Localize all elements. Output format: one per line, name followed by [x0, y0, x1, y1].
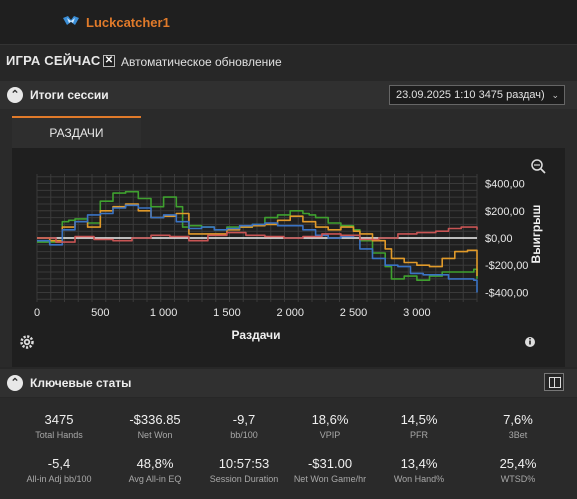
key-stats-grid: 3475 Total Hands -$336.85 Net Won -9,7 bb/100… — [0, 398, 577, 499]
x-tick-label: 2 000 — [276, 307, 304, 319]
y-tick-label: -$400,00 — [485, 287, 528, 299]
zoom-icon[interactable] — [531, 159, 546, 174]
key-stats-header: ⌃ Ключевые статы — [0, 369, 577, 397]
stat-label: VPIP — [319, 430, 341, 440]
x-tick-label: 3 000 — [403, 307, 431, 319]
session-summary-title: Итоги сессии — [30, 88, 109, 102]
chevron-down-icon: ⌄ — [551, 90, 559, 100]
x-tick-label: 0 — [34, 307, 40, 319]
layout-toggle-icon[interactable] — [544, 373, 564, 391]
stat-item: 14,5% PFR — [371, 412, 467, 440]
winnings-graph: $400,00 $200,00 $0,00 -$200,00 -$400,00 0 500… — [20, 159, 546, 349]
stat-label: PFR — [410, 430, 428, 440]
stat-item: 18,6% VPIP — [282, 412, 378, 440]
y-axis-label: Выигрыш — [529, 205, 543, 264]
now-playing-title: ИГРА СЕЙЧАС — [6, 53, 101, 68]
x-axis-label: Раздачи — [232, 328, 281, 342]
series-line-3 — [37, 204, 478, 293]
stat-value: 25,4% — [499, 456, 537, 471]
stat-label: bb/100 — [230, 430, 258, 440]
stat-value: 14,5% — [400, 412, 438, 427]
stat-item: -$336.85 Net Won — [107, 412, 203, 440]
stat-value: 18,6% — [311, 412, 349, 427]
app-logo-icon — [63, 16, 79, 25]
info-icon[interactable] — [525, 337, 535, 347]
session-select-value: 23.09.2025 1:10 3475 раздач) — [396, 89, 545, 101]
stat-value: -$31.00 — [307, 456, 353, 471]
x-tick-label: 1 500 — [213, 307, 241, 319]
collapse-session-icon[interactable]: ⌃ — [7, 87, 23, 103]
stat-item: 7,6% 3Bet — [470, 412, 566, 440]
stat-item: 3475 Total Hands — [11, 412, 107, 440]
top-bar: Luckcatcher1 — [0, 0, 577, 45]
y-tick-label: $0,00 — [485, 233, 513, 245]
x-tick-label: 1 000 — [150, 307, 178, 319]
stat-label: All-in Adj bb/100 — [26, 474, 92, 484]
stat-label: Session Duration — [209, 474, 279, 484]
series-line-1 — [37, 190, 478, 281]
stat-value: 7,6% — [503, 412, 533, 427]
stat-label: 3Bet — [508, 430, 528, 440]
auto-update-label[interactable]: Автоматическое обновление — [121, 55, 282, 69]
stat-value: -9,7 — [232, 412, 256, 427]
stat-value: -$336.85 — [129, 412, 181, 427]
x-tick-label: 2 500 — [340, 307, 368, 319]
key-stats-title: Ключевые статы — [30, 376, 132, 390]
session-summary-header: ⌃ Итоги сессии 23.09.2025 1:10 3475 разд… — [0, 81, 577, 109]
stat-item: 48,8% Avg All-in EQ — [107, 456, 203, 484]
y-tick-label: -$200,00 — [485, 260, 528, 272]
y-tick-label: $400,00 — [485, 179, 525, 191]
stat-item: -$31.00 Net Won Game/hr — [282, 456, 378, 484]
auto-update-checkbox[interactable]: ✕ — [103, 55, 115, 67]
stat-label: Avg All-in EQ — [128, 474, 182, 484]
stat-item: 10:57:53 Session Duration — [196, 456, 292, 484]
session-select[interactable]: 23.09.2025 1:10 3475 раздач) ⌄ — [389, 85, 565, 105]
stat-item: 25,4% WTSD% — [470, 456, 566, 484]
stat-value: -5,4 — [47, 456, 71, 471]
stat-value: 13,4% — [400, 456, 438, 471]
stat-item: -5,4 All-in Adj bb/100 — [11, 456, 107, 484]
stat-value: 48,8% — [136, 456, 174, 471]
collapse-stats-icon[interactable]: ⌃ — [7, 375, 23, 391]
stat-label: Total Hands — [35, 430, 83, 440]
stat-label: Net Won Game/hr — [293, 474, 367, 484]
stat-label: Won Hand% — [393, 474, 445, 484]
username-link[interactable]: Luckcatcher1 — [86, 15, 170, 30]
winnings-chart: $400,00 $200,00 $0,00 -$200,00 -$400,00 0 500… — [12, 148, 565, 367]
tab-hands[interactable]: РАЗДАЧИ — [12, 116, 141, 148]
stat-label: WTSD% — [500, 474, 536, 484]
stat-item: -9,7 bb/100 — [196, 412, 292, 440]
series-line-4 — [37, 226, 478, 243]
stat-label: Net Won — [137, 430, 173, 440]
x-tick-label: 500 — [91, 307, 109, 319]
stat-item: 13,4% Won Hand% — [371, 456, 467, 484]
stat-value: 10:57:53 — [218, 456, 270, 471]
session-summary-panel: РАЗДАЧИ $400,00 $200,00 $0,00 -$200,00 -$400… — [0, 109, 577, 367]
y-tick-label: $200,00 — [485, 206, 525, 218]
stat-value: 3475 — [44, 412, 74, 427]
gear-icon[interactable] — [20, 335, 34, 349]
